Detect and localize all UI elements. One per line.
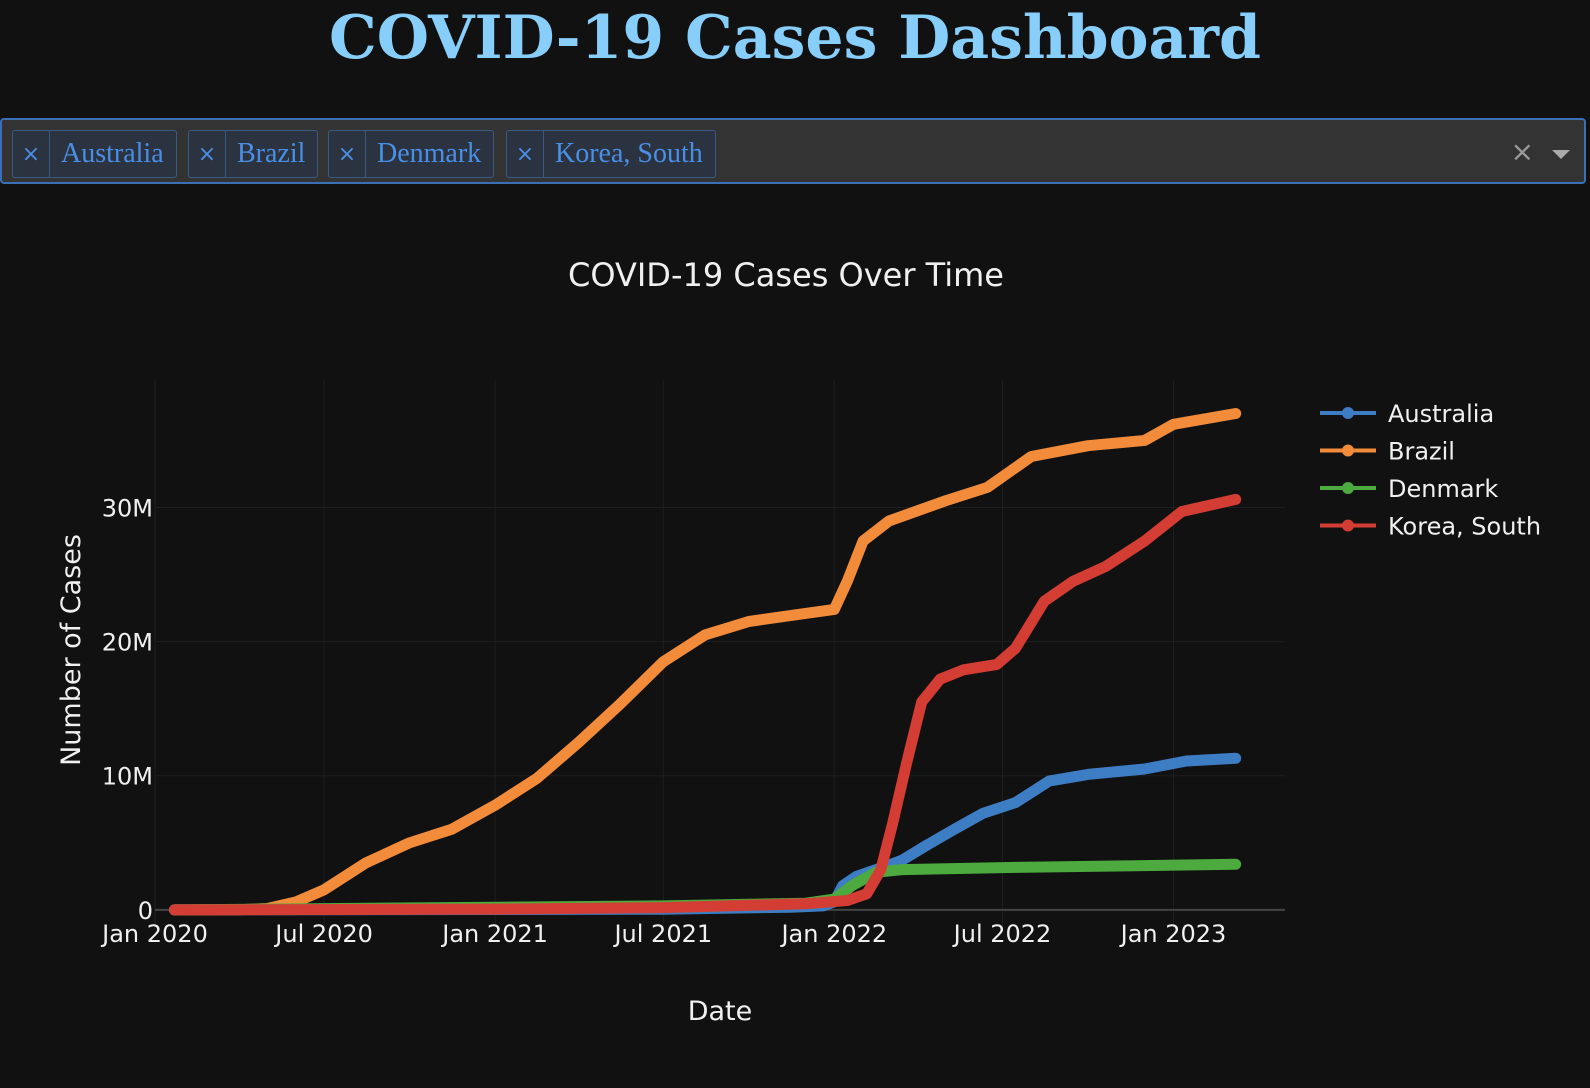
legend-item[interactable]: Korea, South — [1320, 513, 1541, 541]
selected-country-chip[interactable]: × Brazil — [188, 130, 319, 178]
y-tick-label: 30M — [102, 494, 153, 522]
x-axis-label: Date — [688, 996, 753, 1027]
legend-label: Australia — [1388, 400, 1494, 428]
legend[interactable]: Australia Brazil Denmark Korea, South — [1320, 400, 1541, 541]
selected-country-chip[interactable]: × Korea, South — [506, 130, 716, 178]
cases-line-chart: COVID-19 Cases Over Time Jan 2020 Jul 202… — [56, 256, 1541, 1027]
x-tick-label: Jul 2022 — [952, 920, 1052, 948]
chip-label: Australia — [61, 138, 164, 169]
x-tick-label: Jul 2021 — [612, 920, 712, 948]
y-tick-label: 0 — [138, 897, 153, 925]
y-tick-label: 20M — [102, 629, 153, 657]
legend-marker — [1342, 444, 1354, 457]
legend-marker — [1342, 482, 1354, 494]
x-tick-label: Jan 2023 — [1119, 920, 1227, 948]
page-title: COVID-19 Cases Dashboard — [329, 3, 1261, 73]
chip-label: Brazil — [237, 138, 306, 169]
country-multiselect[interactable]: × × Australia × Brazil × Denmark × Korea, South — [0, 118, 1586, 184]
series-line-korea-south[interactable] — [169, 493, 1242, 916]
remove-chip-icon[interactable]: × — [329, 131, 366, 177]
clear-all-icon[interactable]: × — [1510, 135, 1534, 168]
y-axis-label: Number of Cases — [56, 534, 87, 766]
series-lines[interactable] — [169, 408, 1242, 916]
grid-lines — [154, 380, 1285, 930]
remove-chip-icon[interactable]: × — [13, 131, 50, 177]
legend-item[interactable]: Brazil — [1320, 438, 1455, 466]
x-tick-label: Jan 2020 — [100, 920, 208, 948]
axes: Jan 2020 Jul 2020 Jan 2021 Jul 2021 Jan 2022… — [100, 494, 1226, 948]
legend-label: Brazil — [1388, 438, 1455, 466]
y-tick-label: 10M — [102, 763, 153, 791]
x-tick-label: Jan 2022 — [779, 920, 887, 948]
chip-label: Denmark — [377, 138, 482, 169]
selected-country-chip[interactable]: × Denmark — [328, 130, 495, 178]
legend-label: Korea, South — [1388, 513, 1541, 541]
chart-title: COVID-19 Cases Over Time — [568, 256, 1004, 294]
remove-chip-icon[interactable]: × — [189, 131, 226, 177]
selected-country-chip[interactable]: × Australia — [12, 130, 177, 178]
legend-item[interactable]: Australia — [1320, 400, 1494, 428]
chip-label: Korea, South — [555, 138, 703, 169]
x-tick-label: Jan 2021 — [440, 920, 548, 948]
legend-marker — [1342, 407, 1354, 419]
legend-marker — [1342, 519, 1354, 532]
series-line-brazil[interactable] — [169, 408, 1242, 916]
legend-label: Denmark — [1388, 475, 1498, 503]
x-tick-label: Jul 2020 — [273, 920, 373, 948]
chevron-down-icon[interactable] — [1552, 150, 1570, 159]
legend-item[interactable]: Denmark — [1320, 475, 1498, 503]
remove-chip-icon[interactable]: × — [507, 131, 544, 177]
